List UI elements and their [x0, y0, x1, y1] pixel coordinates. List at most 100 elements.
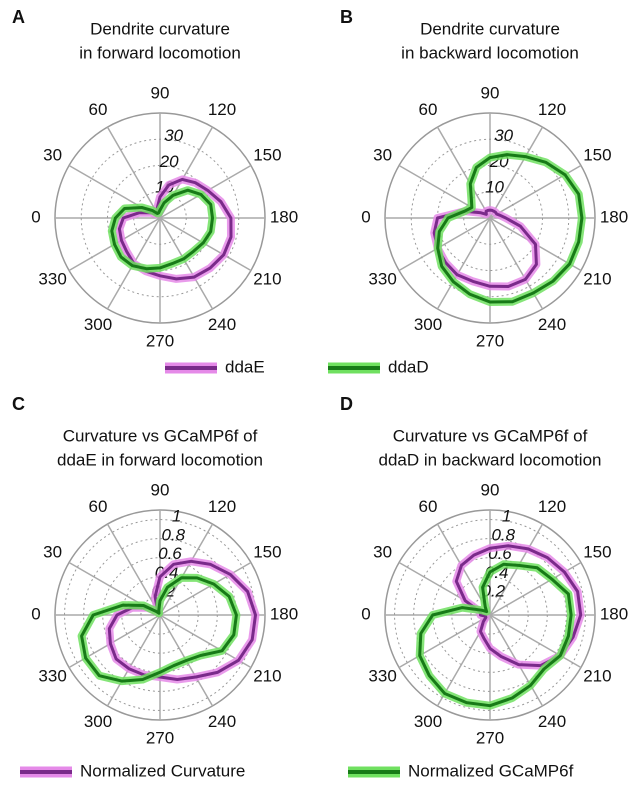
theta-tick-label: 210: [583, 269, 611, 288]
r-tick-label: 10: [485, 178, 504, 197]
r-tick-label: 1: [502, 506, 511, 525]
theta-tick-label: 60: [89, 100, 108, 119]
theta-tick-label: 150: [253, 542, 281, 561]
grid-ring: [394, 519, 586, 711]
grid-ring: [140, 595, 180, 635]
theta-tick-label: 300: [414, 315, 442, 334]
r-tick-label: 20: [159, 152, 179, 171]
r-tick-label: 30: [164, 126, 183, 145]
theta-tick-label: 90: [481, 480, 500, 499]
theta-tick-label: 0: [31, 604, 40, 623]
chart-title: ddaE in forward locomotion: [57, 450, 263, 469]
theta-tick-label: 300: [84, 712, 112, 731]
theta-tick-label: 120: [538, 100, 566, 119]
r-tick-label: 1: [172, 506, 181, 525]
legend-label: ddaD: [388, 357, 429, 376]
theta-tick-label: 90: [151, 83, 170, 102]
theta-tick-label: 60: [419, 497, 438, 516]
legend-label: ddaE: [225, 357, 265, 376]
theta-tick-label: 0: [361, 604, 370, 623]
series-halo: [107, 186, 217, 273]
series-line: [418, 562, 573, 708]
spoke: [106, 614, 161, 707]
spoke: [436, 126, 491, 219]
theta-tick-label: 270: [476, 728, 504, 747]
theta-tick-label: 150: [253, 145, 281, 164]
panel-label: D: [340, 394, 353, 414]
grid-ring: [451, 576, 529, 654]
theta-tick-label: 0: [31, 207, 40, 226]
legend-label: Normalized GCaMP6f: [408, 761, 574, 780]
theta-tick-label: 240: [208, 315, 236, 334]
theta-tick-label: 120: [538, 497, 566, 516]
theta-tick-label: 150: [583, 145, 611, 164]
r-tick-label: 0.6: [158, 544, 182, 563]
chart-title: Dendrite curvature: [420, 19, 560, 38]
grid-ring: [121, 576, 199, 654]
panel-label: B: [340, 7, 353, 27]
series-line: [432, 208, 538, 288]
theta-tick-label: 270: [476, 331, 504, 350]
theta-tick-label: 90: [151, 480, 170, 499]
theta-tick-label: 210: [253, 666, 281, 685]
legend-label: Normalized Curvature: [80, 761, 245, 780]
series-line: [454, 544, 583, 668]
r-tick-label: 30: [494, 126, 513, 145]
grid-ring: [437, 165, 543, 271]
spoke: [159, 217, 214, 310]
theta-tick-label: 30: [43, 542, 62, 561]
grid-ring: [410, 138, 570, 298]
theta-tick-label: 180: [270, 207, 298, 226]
grid-ring: [432, 557, 548, 673]
theta-tick-label: 180: [600, 604, 628, 623]
grid-ring: [80, 138, 240, 298]
theta-tick-label: 300: [414, 712, 442, 731]
grid-ring: [102, 557, 218, 673]
chart-title: Curvature vs GCaMP6f of: [63, 426, 258, 445]
theta-tick-label: 60: [89, 497, 108, 516]
theta-tick-label: 330: [38, 666, 66, 685]
theta-tick-label: 210: [583, 666, 611, 685]
spoke: [436, 217, 491, 310]
series-line: [436, 153, 584, 304]
theta-tick-label: 30: [373, 145, 392, 164]
theta-tick-label: 150: [583, 542, 611, 561]
spoke: [489, 126, 544, 219]
chart-title: Curvature vs GCaMP6f of: [393, 426, 588, 445]
theta-tick-label: 300: [84, 315, 112, 334]
grid-ring: [463, 191, 517, 245]
theta-tick-label: 240: [538, 315, 566, 334]
theta-tick-label: 0: [361, 207, 370, 226]
panel-label: A: [12, 7, 25, 27]
series-line: [80, 576, 238, 683]
theta-tick-label: 30: [43, 145, 62, 164]
theta-tick-label: 180: [270, 604, 298, 623]
spoke: [489, 523, 544, 616]
theta-tick-label: 180: [600, 207, 628, 226]
theta-tick-label: 330: [368, 269, 396, 288]
r-tick-label: 0.8: [491, 525, 515, 544]
theta-tick-label: 210: [253, 269, 281, 288]
chart-title: in forward locomotion: [79, 43, 241, 62]
chart-title: ddaD in backward locomotion: [378, 450, 601, 469]
theta-tick-label: 240: [208, 712, 236, 731]
theta-tick-label: 90: [481, 83, 500, 102]
chart-title: in backward locomotion: [401, 43, 579, 62]
theta-tick-label: 120: [208, 100, 236, 119]
spoke: [106, 126, 161, 219]
spoke: [159, 561, 252, 616]
grid-ring: [413, 538, 567, 692]
theta-tick-label: 60: [419, 100, 438, 119]
theta-tick-label: 330: [368, 666, 396, 685]
theta-tick-label: 270: [146, 331, 174, 350]
spoke: [159, 523, 214, 616]
spoke: [489, 614, 582, 669]
spoke: [398, 614, 491, 669]
panel-label: C: [12, 394, 25, 414]
spoke: [398, 217, 491, 272]
r-tick-label: 0.8: [161, 525, 185, 544]
theta-tick-label: 270: [146, 728, 174, 747]
theta-tick-label: 240: [538, 712, 566, 731]
grid-ring: [470, 595, 510, 635]
